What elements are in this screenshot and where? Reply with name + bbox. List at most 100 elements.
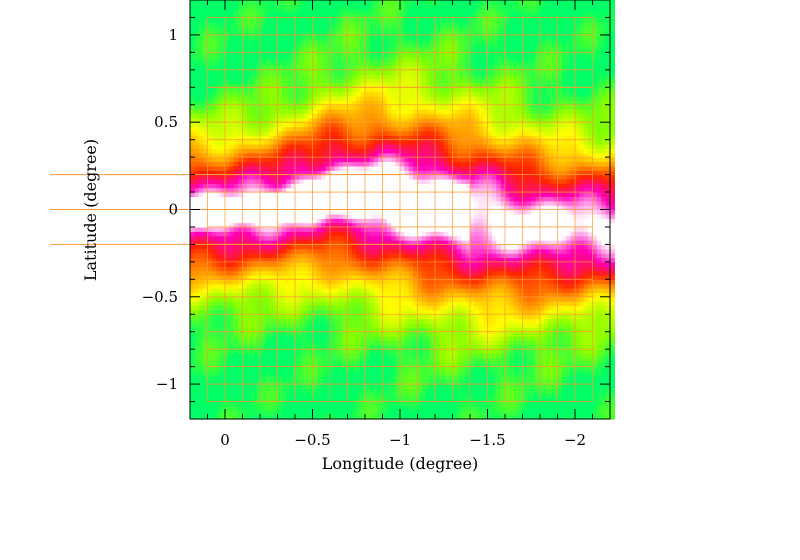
heatmap-cell xyxy=(242,405,248,411)
heatmap-cell xyxy=(330,78,335,84)
heatmap-cell xyxy=(190,48,195,53)
heatmap-cell xyxy=(338,87,344,93)
heatmap-cell xyxy=(391,314,397,320)
heatmap-cell xyxy=(303,231,309,237)
heatmap-cell xyxy=(321,74,327,80)
heatmap-cell xyxy=(400,218,405,224)
heatmap-cell xyxy=(316,384,322,390)
heatmap-cell xyxy=(330,148,335,154)
heatmap-cell xyxy=(408,4,414,10)
heatmap-cell xyxy=(233,240,239,246)
heatmap-cell xyxy=(369,401,375,407)
heatmap-cell xyxy=(321,314,327,320)
heatmap-cell xyxy=(356,353,362,359)
heatmap-cell xyxy=(229,366,235,372)
heatmap-cell xyxy=(400,353,405,359)
heatmap-cell xyxy=(286,296,292,302)
heatmap-cell xyxy=(382,17,388,23)
heatmap-cell xyxy=(356,161,362,167)
heatmap-cell xyxy=(268,69,274,75)
heatmap-cell xyxy=(351,26,357,32)
heatmap-cell xyxy=(408,288,414,294)
heatmap-cell xyxy=(347,21,353,27)
heatmap-cell xyxy=(365,353,370,359)
heatmap-cell xyxy=(286,253,292,259)
heatmap-cell xyxy=(216,392,222,398)
heatmap-cell xyxy=(246,301,252,307)
heatmap-cell xyxy=(316,336,322,342)
heatmap-cell xyxy=(382,26,388,32)
heatmap-cell xyxy=(295,405,300,411)
heatmap-cell xyxy=(404,244,410,250)
heatmap-cell xyxy=(225,161,230,167)
heatmap-cell xyxy=(207,349,213,355)
heatmap-cell xyxy=(203,157,209,163)
heatmap-cell xyxy=(391,8,397,14)
heatmap-cell xyxy=(229,318,235,324)
heatmap-cell xyxy=(356,410,362,416)
heatmap-cell xyxy=(295,8,300,14)
heatmap-cell xyxy=(268,192,274,198)
heatmap-cell xyxy=(286,410,292,416)
heatmap-cell xyxy=(207,148,213,154)
heatmap-cell xyxy=(225,43,230,49)
heatmap-cell xyxy=(194,144,200,149)
heatmap-cell xyxy=(404,126,410,132)
heatmap-cell xyxy=(246,104,252,110)
heatmap-cell xyxy=(330,261,335,267)
heatmap-cell xyxy=(264,74,270,80)
heatmap-cell xyxy=(233,122,239,128)
heatmap-cell xyxy=(382,405,388,411)
heatmap-cell xyxy=(391,122,397,128)
heatmap-cell xyxy=(369,109,375,115)
heatmap-cell xyxy=(351,78,357,84)
heatmap-cell xyxy=(330,157,335,163)
heatmap-cell xyxy=(281,200,287,206)
heatmap-cell xyxy=(190,152,195,158)
heatmap-cell xyxy=(404,314,410,320)
heatmap-cell xyxy=(391,384,397,390)
heatmap-cell xyxy=(255,384,261,390)
heatmap-cell xyxy=(286,340,292,346)
heatmap-cell xyxy=(194,170,200,176)
heatmap-cell xyxy=(400,52,405,58)
heatmap-cell xyxy=(251,318,257,324)
heatmap-cell xyxy=(347,104,353,110)
heatmap-cell xyxy=(260,366,265,372)
heatmap-cell xyxy=(338,78,344,84)
heatmap-cell xyxy=(351,353,357,359)
heatmap-cell xyxy=(303,336,309,342)
heatmap-cell xyxy=(400,375,405,381)
heatmap-cell xyxy=(303,139,309,145)
heatmap-cell xyxy=(299,213,305,219)
heatmap-cell xyxy=(220,196,226,202)
heatmap-cell xyxy=(316,231,322,237)
heatmap-cell xyxy=(373,96,379,101)
heatmap-cell xyxy=(299,8,305,14)
heatmap-cell xyxy=(203,388,209,394)
heatmap-cell xyxy=(233,305,239,311)
heatmap-cell xyxy=(251,130,257,136)
heatmap-cell xyxy=(295,4,300,10)
heatmap-cell xyxy=(203,4,209,10)
heatmap-cell xyxy=(312,349,318,355)
heatmap-cell xyxy=(391,78,397,84)
heatmap-cell xyxy=(321,39,327,45)
heatmap-cell xyxy=(238,87,244,93)
heatmap-cell xyxy=(268,253,274,259)
heatmap-cell xyxy=(338,161,344,167)
heatmap-cell xyxy=(203,231,209,237)
heatmap-cell xyxy=(408,410,414,416)
heatmap-cell xyxy=(242,401,248,407)
heatmap-cell xyxy=(203,56,209,62)
heatmap-cell xyxy=(194,100,200,106)
heatmap-cell xyxy=(207,314,213,320)
heatmap-cell xyxy=(303,392,309,398)
heatmap-cell xyxy=(400,174,405,180)
heatmap-cell xyxy=(233,379,239,385)
heatmap-cell xyxy=(225,283,230,289)
heatmap-cell xyxy=(382,235,388,241)
heatmap-cell xyxy=(369,357,375,363)
heatmap-cell xyxy=(198,288,204,294)
heatmap-cell xyxy=(295,218,300,224)
